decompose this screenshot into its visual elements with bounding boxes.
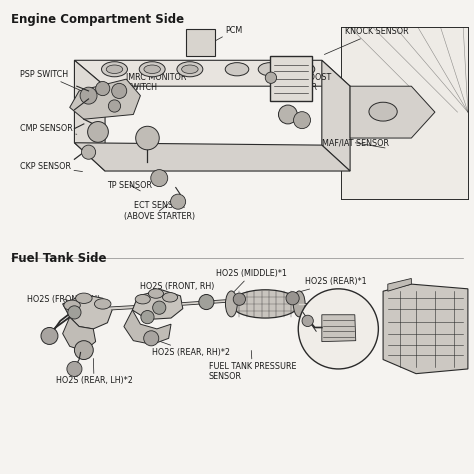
Ellipse shape xyxy=(94,299,111,309)
Text: KNOCK SENSOR: KNOCK SENSOR xyxy=(324,27,409,55)
Ellipse shape xyxy=(106,65,123,73)
Ellipse shape xyxy=(225,63,249,76)
Circle shape xyxy=(82,145,96,159)
Circle shape xyxy=(141,310,154,324)
Circle shape xyxy=(286,292,299,305)
Text: EGR BOOST
SENSOR: EGR BOOST SENSOR xyxy=(284,73,331,96)
Circle shape xyxy=(80,87,97,104)
Ellipse shape xyxy=(163,292,178,302)
Polygon shape xyxy=(322,60,350,171)
Polygon shape xyxy=(63,294,112,329)
Circle shape xyxy=(144,331,159,346)
Ellipse shape xyxy=(177,62,203,77)
Polygon shape xyxy=(341,27,468,199)
Text: CKP SENSOR: CKP SENSOR xyxy=(20,162,82,172)
Polygon shape xyxy=(63,317,96,351)
Circle shape xyxy=(74,341,93,359)
Circle shape xyxy=(67,361,82,376)
Circle shape xyxy=(112,83,127,99)
Text: IMRC MONITOR
SWITCH: IMRC MONITOR SWITCH xyxy=(126,73,187,96)
Polygon shape xyxy=(74,60,350,86)
Circle shape xyxy=(41,328,58,345)
Polygon shape xyxy=(350,86,435,138)
Polygon shape xyxy=(124,310,171,345)
Circle shape xyxy=(109,100,120,112)
Polygon shape xyxy=(388,278,411,291)
Polygon shape xyxy=(74,143,350,171)
Polygon shape xyxy=(383,284,468,374)
Ellipse shape xyxy=(148,289,164,298)
Circle shape xyxy=(199,294,214,310)
Circle shape xyxy=(302,315,313,327)
Circle shape xyxy=(233,293,246,305)
Ellipse shape xyxy=(101,62,128,77)
Ellipse shape xyxy=(76,293,92,303)
FancyBboxPatch shape xyxy=(270,55,312,101)
Ellipse shape xyxy=(144,65,160,73)
Ellipse shape xyxy=(226,291,237,317)
Ellipse shape xyxy=(182,65,198,73)
Circle shape xyxy=(96,82,110,96)
Ellipse shape xyxy=(64,300,80,310)
Text: HO2S (MIDDLE)*1: HO2S (MIDDLE)*1 xyxy=(216,269,287,292)
Text: PCM: PCM xyxy=(200,26,243,49)
Circle shape xyxy=(298,289,378,369)
Text: MAF/IAT SENSOR: MAF/IAT SENSOR xyxy=(322,138,389,148)
Text: PSP SWITCH: PSP SWITCH xyxy=(20,70,82,91)
Ellipse shape xyxy=(291,63,315,76)
Polygon shape xyxy=(322,315,356,342)
Circle shape xyxy=(136,126,159,150)
Circle shape xyxy=(293,112,310,128)
Text: ECT SENSOR
(ABOVE STARTER): ECT SENSOR (ABOVE STARTER) xyxy=(124,201,195,221)
Text: HO2S (REAR, LH)*2: HO2S (REAR, LH)*2 xyxy=(55,358,132,385)
Text: FUEL TANK PRESSURE
SENSOR: FUEL TANK PRESSURE SENSOR xyxy=(209,350,296,381)
Text: HO2S (REAR, RH)*2: HO2S (REAR, RH)*2 xyxy=(152,339,230,357)
Text: TP SENSOR: TP SENSOR xyxy=(108,181,153,191)
Ellipse shape xyxy=(231,290,300,318)
Text: HO2S (REAR)*1: HO2S (REAR)*1 xyxy=(292,277,367,294)
Circle shape xyxy=(68,306,81,319)
Ellipse shape xyxy=(139,62,165,77)
Ellipse shape xyxy=(135,294,150,304)
Polygon shape xyxy=(70,79,140,119)
Circle shape xyxy=(151,170,168,187)
Text: Engine Compartment Side: Engine Compartment Side xyxy=(11,13,184,26)
Ellipse shape xyxy=(258,63,282,76)
Text: HO2S (FRONT, LH): HO2S (FRONT, LH) xyxy=(27,295,100,304)
Text: CMP SENSOR: CMP SENSOR xyxy=(20,124,77,134)
Circle shape xyxy=(265,72,277,83)
Circle shape xyxy=(88,121,109,142)
Polygon shape xyxy=(74,60,105,171)
Circle shape xyxy=(171,194,186,209)
Polygon shape xyxy=(132,290,183,319)
Text: Fuel Tank Side: Fuel Tank Side xyxy=(11,252,106,265)
FancyBboxPatch shape xyxy=(186,29,215,55)
Ellipse shape xyxy=(369,102,397,121)
Ellipse shape xyxy=(293,291,305,317)
Text: HO2S (FRONT, RH): HO2S (FRONT, RH) xyxy=(140,282,215,301)
Circle shape xyxy=(278,105,297,124)
Circle shape xyxy=(153,301,166,314)
